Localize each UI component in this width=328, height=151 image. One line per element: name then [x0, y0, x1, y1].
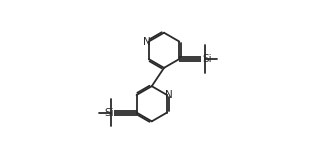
Text: N: N: [165, 90, 173, 100]
Text: Si: Si: [202, 54, 212, 64]
Text: N: N: [143, 37, 151, 47]
Text: Si: Si: [104, 108, 113, 118]
